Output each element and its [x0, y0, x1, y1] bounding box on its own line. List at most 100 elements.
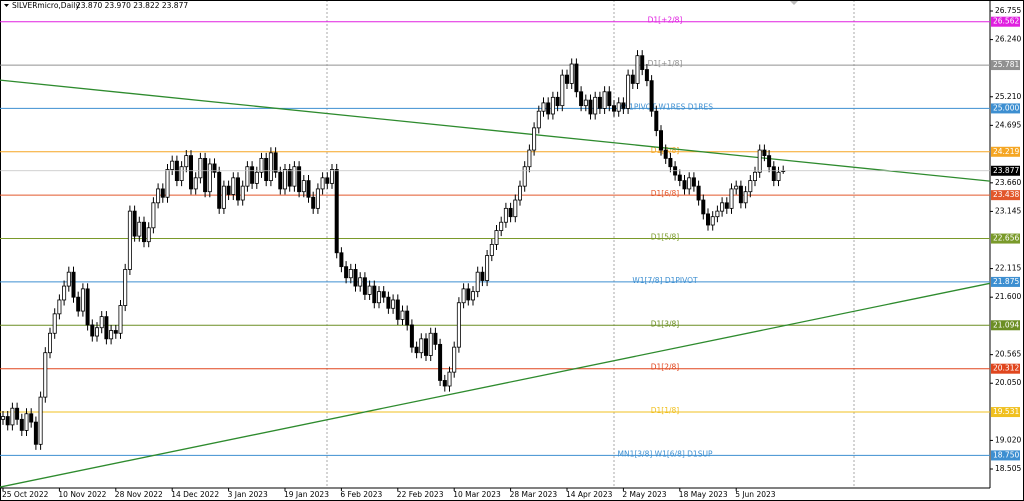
candle-body — [38, 396, 43, 445]
candle-body — [66, 271, 71, 287]
x-tick-label: 25 Oct 2022 — [2, 490, 49, 499]
candle-body — [226, 185, 231, 195]
candle-body — [43, 352, 48, 398]
candle-body — [682, 180, 687, 190]
level-label: D1[3/8] — [651, 319, 680, 328]
candle-body — [442, 380, 447, 387]
candle-body — [489, 244, 494, 256]
candle-body — [5, 416, 10, 426]
candle-body — [160, 188, 165, 198]
candle-body — [541, 102, 546, 112]
candle-body — [710, 216, 715, 226]
candle-body — [311, 196, 316, 209]
candle-body — [254, 171, 259, 184]
candle-body — [235, 177, 240, 201]
candle-body — [738, 185, 743, 204]
candle-body — [282, 169, 287, 190]
candle-body — [344, 266, 349, 279]
x-tick-label: 14 Apr 2023 — [566, 490, 613, 499]
candle-body — [400, 310, 405, 320]
candle-body — [90, 324, 95, 337]
x-tick-label: 14 Dec 2022 — [171, 490, 219, 499]
candle-body — [334, 169, 339, 254]
candle-body — [278, 171, 283, 190]
candle-body — [325, 177, 330, 184]
x-tick-label: 6 Feb 2023 — [340, 490, 382, 499]
candle-body — [339, 252, 344, 268]
candle-body — [132, 210, 137, 237]
candle-body — [532, 127, 537, 151]
candle-body — [659, 130, 664, 151]
level-price-box — [991, 450, 1020, 461]
candle-body — [414, 346, 419, 354]
candle-body — [320, 177, 325, 190]
y-tick-label: 20.565 — [995, 350, 1021, 359]
candle-body — [193, 177, 198, 190]
candle-body — [550, 96, 555, 115]
y-tick-label: 23.145 — [995, 206, 1021, 215]
candle-body — [626, 74, 631, 109]
candle-body — [156, 188, 161, 204]
candle-body — [127, 210, 132, 270]
level-price: 23.438 — [993, 190, 1019, 199]
quote: 23.870 23.970 23.822 23.877 — [76, 1, 188, 10]
level-price: 26.562 — [993, 17, 1019, 26]
level-label: MN1PIVOT W1RES D1RES — [617, 102, 713, 111]
candle-body — [734, 185, 739, 190]
candle-body — [560, 74, 565, 107]
candle-body — [588, 99, 593, 115]
candle-body — [376, 291, 381, 304]
level-price-box — [991, 276, 1020, 287]
level-label: D1[+2/8] — [648, 16, 683, 25]
level-price-box — [991, 320, 1020, 331]
level-label: W1[7/8] D1PIVOT — [632, 276, 698, 285]
candle-body — [71, 271, 76, 298]
candle-body — [527, 149, 532, 168]
candle-body — [644, 69, 649, 82]
level-price-box — [991, 233, 1020, 244]
candle-body — [447, 371, 452, 387]
candle-body — [362, 277, 367, 295]
candle-body — [640, 55, 645, 70]
y-tick-label: 24.695 — [995, 120, 1021, 129]
level-price: 21.094 — [993, 320, 1019, 329]
candle-body — [494, 230, 499, 245]
candle-body — [616, 102, 621, 112]
candle-body — [386, 296, 391, 309]
candle-body — [85, 288, 90, 326]
candle-body — [287, 169, 292, 187]
candle-body — [231, 177, 236, 195]
x-tick-label: 5 Jun 2023 — [735, 490, 776, 499]
level-price: 18.750 — [993, 450, 1019, 459]
candle-body — [146, 227, 151, 243]
y-tick-label: 26.755 — [995, 6, 1021, 15]
candle-body — [104, 316, 109, 340]
last-price: 23.877 — [993, 166, 1019, 175]
candle-body — [99, 316, 104, 329]
candle-body — [52, 313, 57, 334]
candle-body — [635, 55, 640, 84]
candle-body — [297, 166, 302, 193]
candle-body — [522, 166, 527, 187]
candle-body — [395, 299, 400, 320]
last-price-box — [991, 165, 1020, 176]
candle-body — [518, 185, 523, 201]
candle-body — [428, 332, 433, 356]
x-tick-label: 3 Jan 2023 — [228, 490, 268, 499]
y-tick-label: 19.020 — [995, 435, 1021, 444]
candle-body — [212, 163, 217, 173]
candle-body — [19, 418, 24, 431]
level-price: 22.656 — [993, 234, 1019, 243]
y-tick-label: 21.600 — [995, 292, 1021, 301]
candle-body — [771, 166, 776, 181]
candle-body — [433, 332, 438, 345]
level-price-box — [991, 146, 1020, 157]
level-price-box — [991, 60, 1020, 71]
candle-body — [480, 271, 485, 281]
candle-body — [612, 105, 617, 112]
candle-body — [762, 149, 767, 157]
candle-body — [381, 291, 386, 298]
candle-body — [118, 305, 123, 334]
candle-body — [292, 166, 297, 187]
candle-body — [264, 157, 269, 181]
